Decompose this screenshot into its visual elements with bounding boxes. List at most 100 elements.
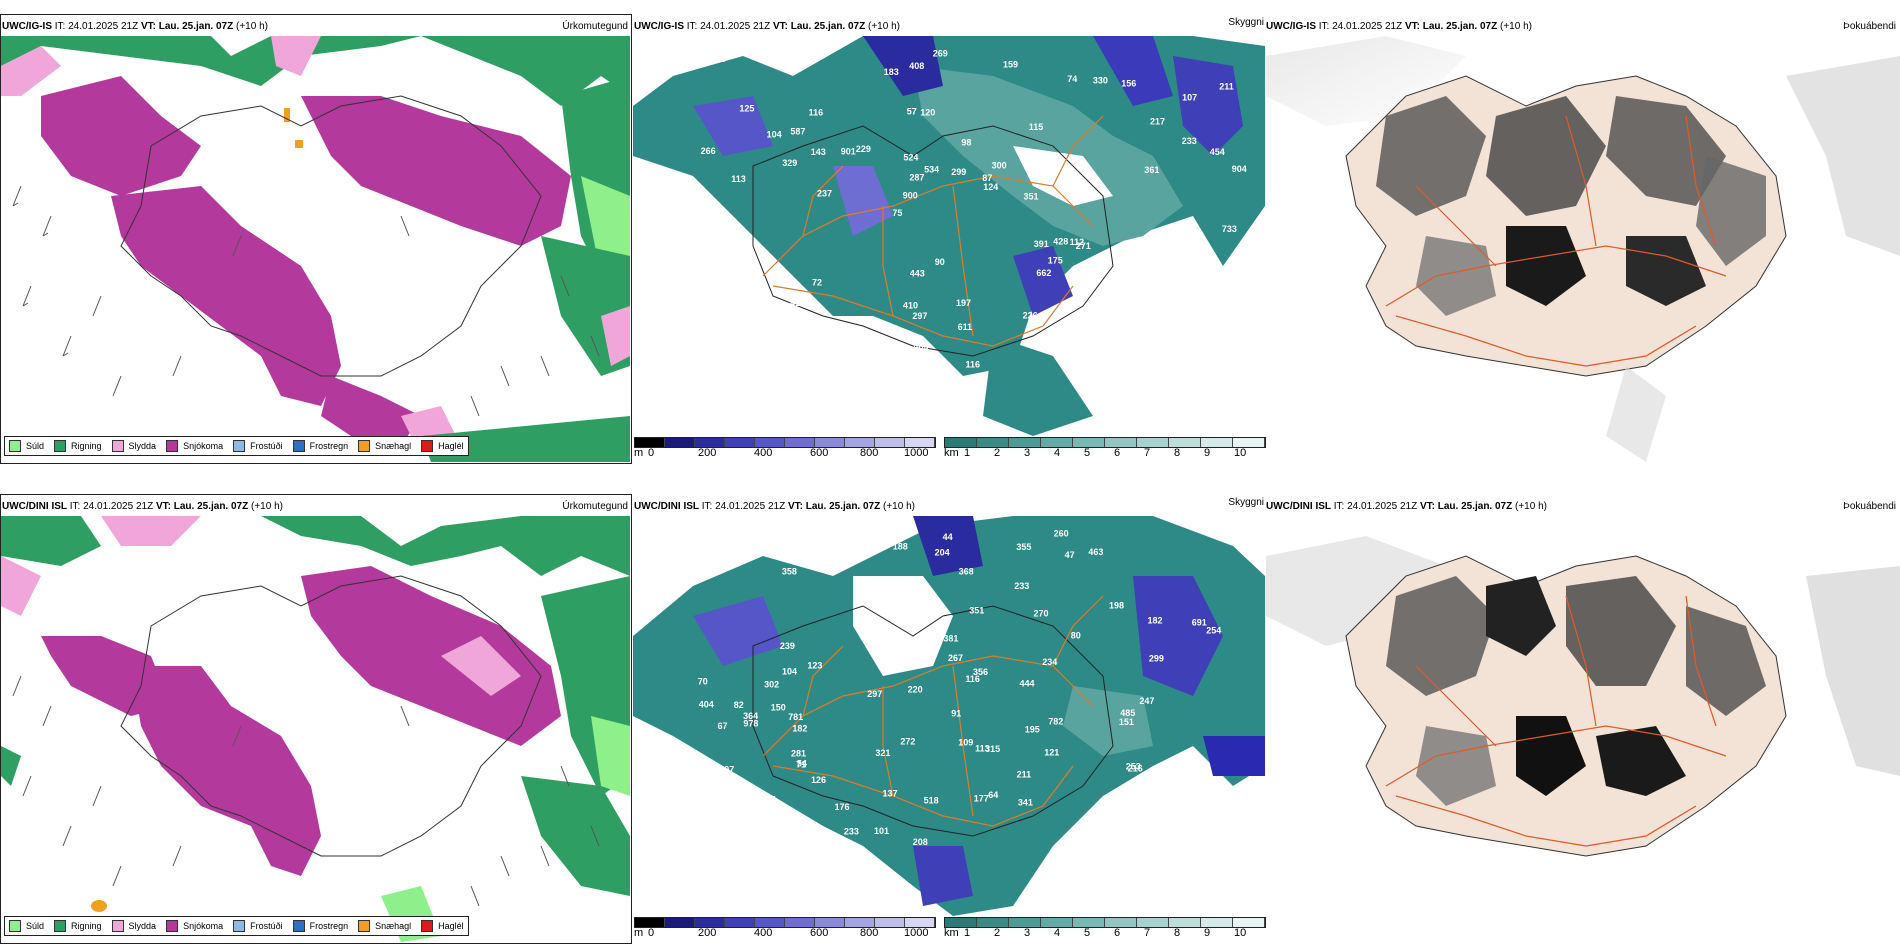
colorbar-cell <box>1169 438 1201 447</box>
cloud-base-label: 156 <box>884 636 899 646</box>
colorbar-cell <box>695 918 725 927</box>
cloud-base-label: 67 <box>1167 307 1177 317</box>
fog-map-svg <box>1266 516 1900 942</box>
cloud-base-labels: 96 113 107 75 115 105 57 98 179 229 202 92 120 300 271… <box>701 49 1247 374</box>
colorbar-cell <box>875 438 905 447</box>
colorbar-cell <box>875 918 905 927</box>
cloud-base-label: 691 <box>1192 618 1207 628</box>
cloud-base-label: 358 <box>782 567 797 577</box>
cloud-base-label: 428 <box>1053 237 1068 247</box>
colorbar-cell <box>1009 438 1041 447</box>
cloud-base-label: 143 <box>811 147 826 157</box>
cloud-base-label: 197 <box>956 298 971 308</box>
cloud-base-label: 70 <box>698 677 708 687</box>
cloud-base-label: 179 <box>749 279 764 289</box>
cloud-base-label: 270 <box>1034 608 1049 618</box>
cloud-base-label: 443 <box>910 268 925 278</box>
cloud-base-label: 237 <box>817 188 832 198</box>
precip-map-frame-1 <box>0 14 632 464</box>
cloud-base-label: 75 <box>892 208 902 218</box>
cloud-map-2: 357 463 133 198 113 123 182 54 182 80 82 44 121 116 20… <box>633 516 1265 916</box>
cloud-base-label: 381 <box>943 634 958 644</box>
cloud-base-label: 247 <box>1139 696 1154 706</box>
cloud-base-label: 782 <box>1048 716 1063 726</box>
colorbar-cell <box>1105 438 1137 447</box>
wind-barbs <box>12 675 600 907</box>
cloud-base-label: 74 <box>1067 74 1077 84</box>
precip-map-svg <box>1 516 630 942</box>
cloud-base-label: 182 <box>792 724 807 734</box>
cloud-base-label: 429 <box>848 330 863 340</box>
colorbar-cell <box>635 438 665 447</box>
cloud-base-label: 267 <box>948 653 963 663</box>
legend-item: Frostúði <box>233 440 283 452</box>
colorbar-teal <box>944 437 1266 448</box>
cloud-base-label: 234 <box>1042 657 1057 667</box>
cloud-base-label: 602 <box>810 338 825 348</box>
cloud-map-svg: 96 113 107 75 115 105 57 98 179 229 202 92 120 300 271… <box>633 36 1265 436</box>
precip-title-1: UWC/IG-IS IT: 24.01.2025 21Z VT: Lau. 25… <box>2 21 268 32</box>
cloud-base-label: 444 <box>1020 678 1035 688</box>
cloud-base-label: 356 <box>973 667 988 677</box>
wind-barbs <box>12 185 600 417</box>
cloud-base-label: 176 <box>835 802 850 812</box>
colorbar-cell <box>1233 918 1265 927</box>
cloud-base-label: 202 <box>709 328 724 338</box>
colorbar-cell <box>1073 438 1105 447</box>
cloud-base-label: 781 <box>788 712 803 722</box>
cloud-base-label: 413 <box>790 298 805 308</box>
legend-item: Slydda <box>111 440 156 452</box>
cloud-title-1: UWC/IG-IS IT: 24.01.2025 21Z VT: Lau. 25… <box>634 21 900 32</box>
cloud-base-label: 113 <box>975 743 990 753</box>
cloud-base-label: 901 <box>841 146 856 156</box>
cloud-base-label: 216 <box>1128 764 1143 774</box>
legend-item: Snæhagl <box>358 920 411 932</box>
cloud-base-label: 222 <box>710 359 725 369</box>
cloud-base-label: 175 <box>1048 255 1063 265</box>
model-name: UWC/IG-IS <box>2 21 52 32</box>
cloud-base-label: 316 <box>757 364 772 374</box>
colorbar-cell <box>1137 918 1169 927</box>
cloud-base-label: 351 <box>1024 192 1039 202</box>
cloud-base-label: 260 <box>1054 529 1069 539</box>
cloud-base-label: 112 <box>1070 237 1085 247</box>
colorbar-cell <box>635 918 665 927</box>
cloud-colorbar-m-1: m 0 200 400 600 800 1000 <box>634 437 936 462</box>
precip-map-1 <box>1 36 630 462</box>
cloud-base-label: 144 <box>1130 342 1145 352</box>
cloud-base-label: 182 <box>1148 616 1163 626</box>
colorbar-cell <box>1073 918 1105 927</box>
cloud-field-name-2: Skyggni <box>1228 497 1264 508</box>
cloud-colorbar-m-2: m 0 200 400 600 800 1000 <box>634 917 936 942</box>
cloud-base-label: 299 <box>1149 654 1164 664</box>
colorbar-cell <box>1233 438 1265 447</box>
cloud-base-label: 463 <box>1088 547 1103 557</box>
cloud-base-label: 321 <box>875 748 890 758</box>
legend-item: Snjókoma <box>166 920 223 932</box>
roads <box>762 595 1104 827</box>
cloud-base-label: 233 <box>1014 581 1029 591</box>
cloud-base-label: 133 <box>822 560 837 570</box>
cloud-base-label: 412 <box>1211 274 1226 284</box>
cloud-base-label: 357 <box>761 795 776 805</box>
cloud-base-label: 198 <box>1109 601 1124 611</box>
cloud-base-label: 123 <box>807 661 822 671</box>
cloud-base-label: 264 <box>903 654 918 664</box>
colorbar-cell <box>695 438 725 447</box>
colorbar-cell <box>977 438 1009 447</box>
cloud-base-label: 126 <box>811 775 826 785</box>
cloud-base-label: 120 <box>920 108 935 118</box>
colorbar-cell <box>755 438 785 447</box>
colorbar-cell <box>845 438 875 447</box>
cloud-base-label: 330 <box>1093 76 1108 86</box>
cloud-base-label: 113 <box>731 174 746 184</box>
cloud-base-label: 253 <box>1126 762 1141 772</box>
cloud-base-label: 156 <box>1121 79 1136 89</box>
cloud-base-label: 410 <box>903 300 918 310</box>
cloud-base-label: 271 <box>1076 241 1091 251</box>
colorbar-cell <box>815 918 845 927</box>
cloud-base-label: 109 <box>958 737 973 747</box>
colorbar-cell <box>905 918 935 927</box>
cloud-base-label: 211 <box>1017 769 1032 779</box>
colorbar-cell <box>1041 918 1073 927</box>
